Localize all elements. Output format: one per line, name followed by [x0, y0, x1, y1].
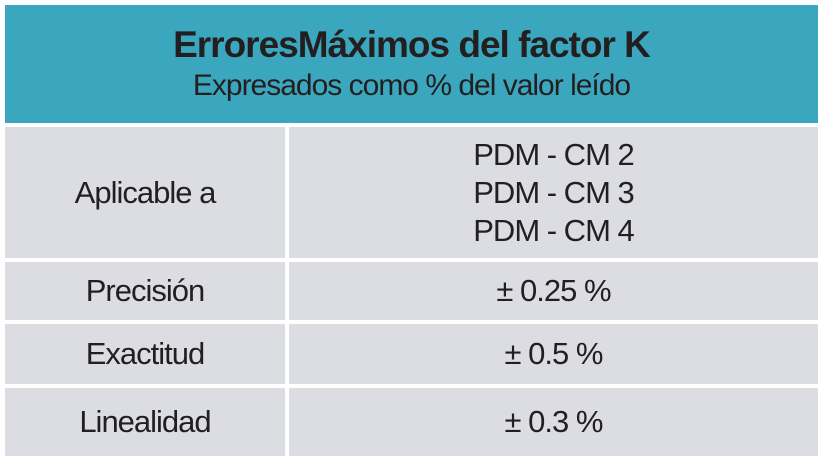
row-label: Aplicable a — [5, 127, 285, 258]
model: PDM - CM 4 — [473, 212, 634, 248]
model: PDM - CM 3 — [473, 174, 634, 210]
row-label: Linealidad — [5, 388, 285, 456]
model: PDM - CM 2 — [473, 136, 634, 172]
row-value: ± 0.25 % — [289, 262, 818, 320]
header: ErroresMáximos del factor K Expresados c… — [5, 5, 818, 123]
row-label: Precisión — [5, 262, 285, 320]
row-value: ± 0.3 % — [289, 388, 818, 456]
row-label: Exactitud — [5, 324, 285, 384]
subtitle: Expresados como % del valor leído — [192, 69, 631, 102]
title: ErroresMáximos del factor K — [173, 24, 651, 65]
row-value: PDM - CM 2 PDM - CM 3 PDM - CM 4 — [289, 127, 818, 258]
row-value: ± 0.5 % — [289, 324, 818, 384]
